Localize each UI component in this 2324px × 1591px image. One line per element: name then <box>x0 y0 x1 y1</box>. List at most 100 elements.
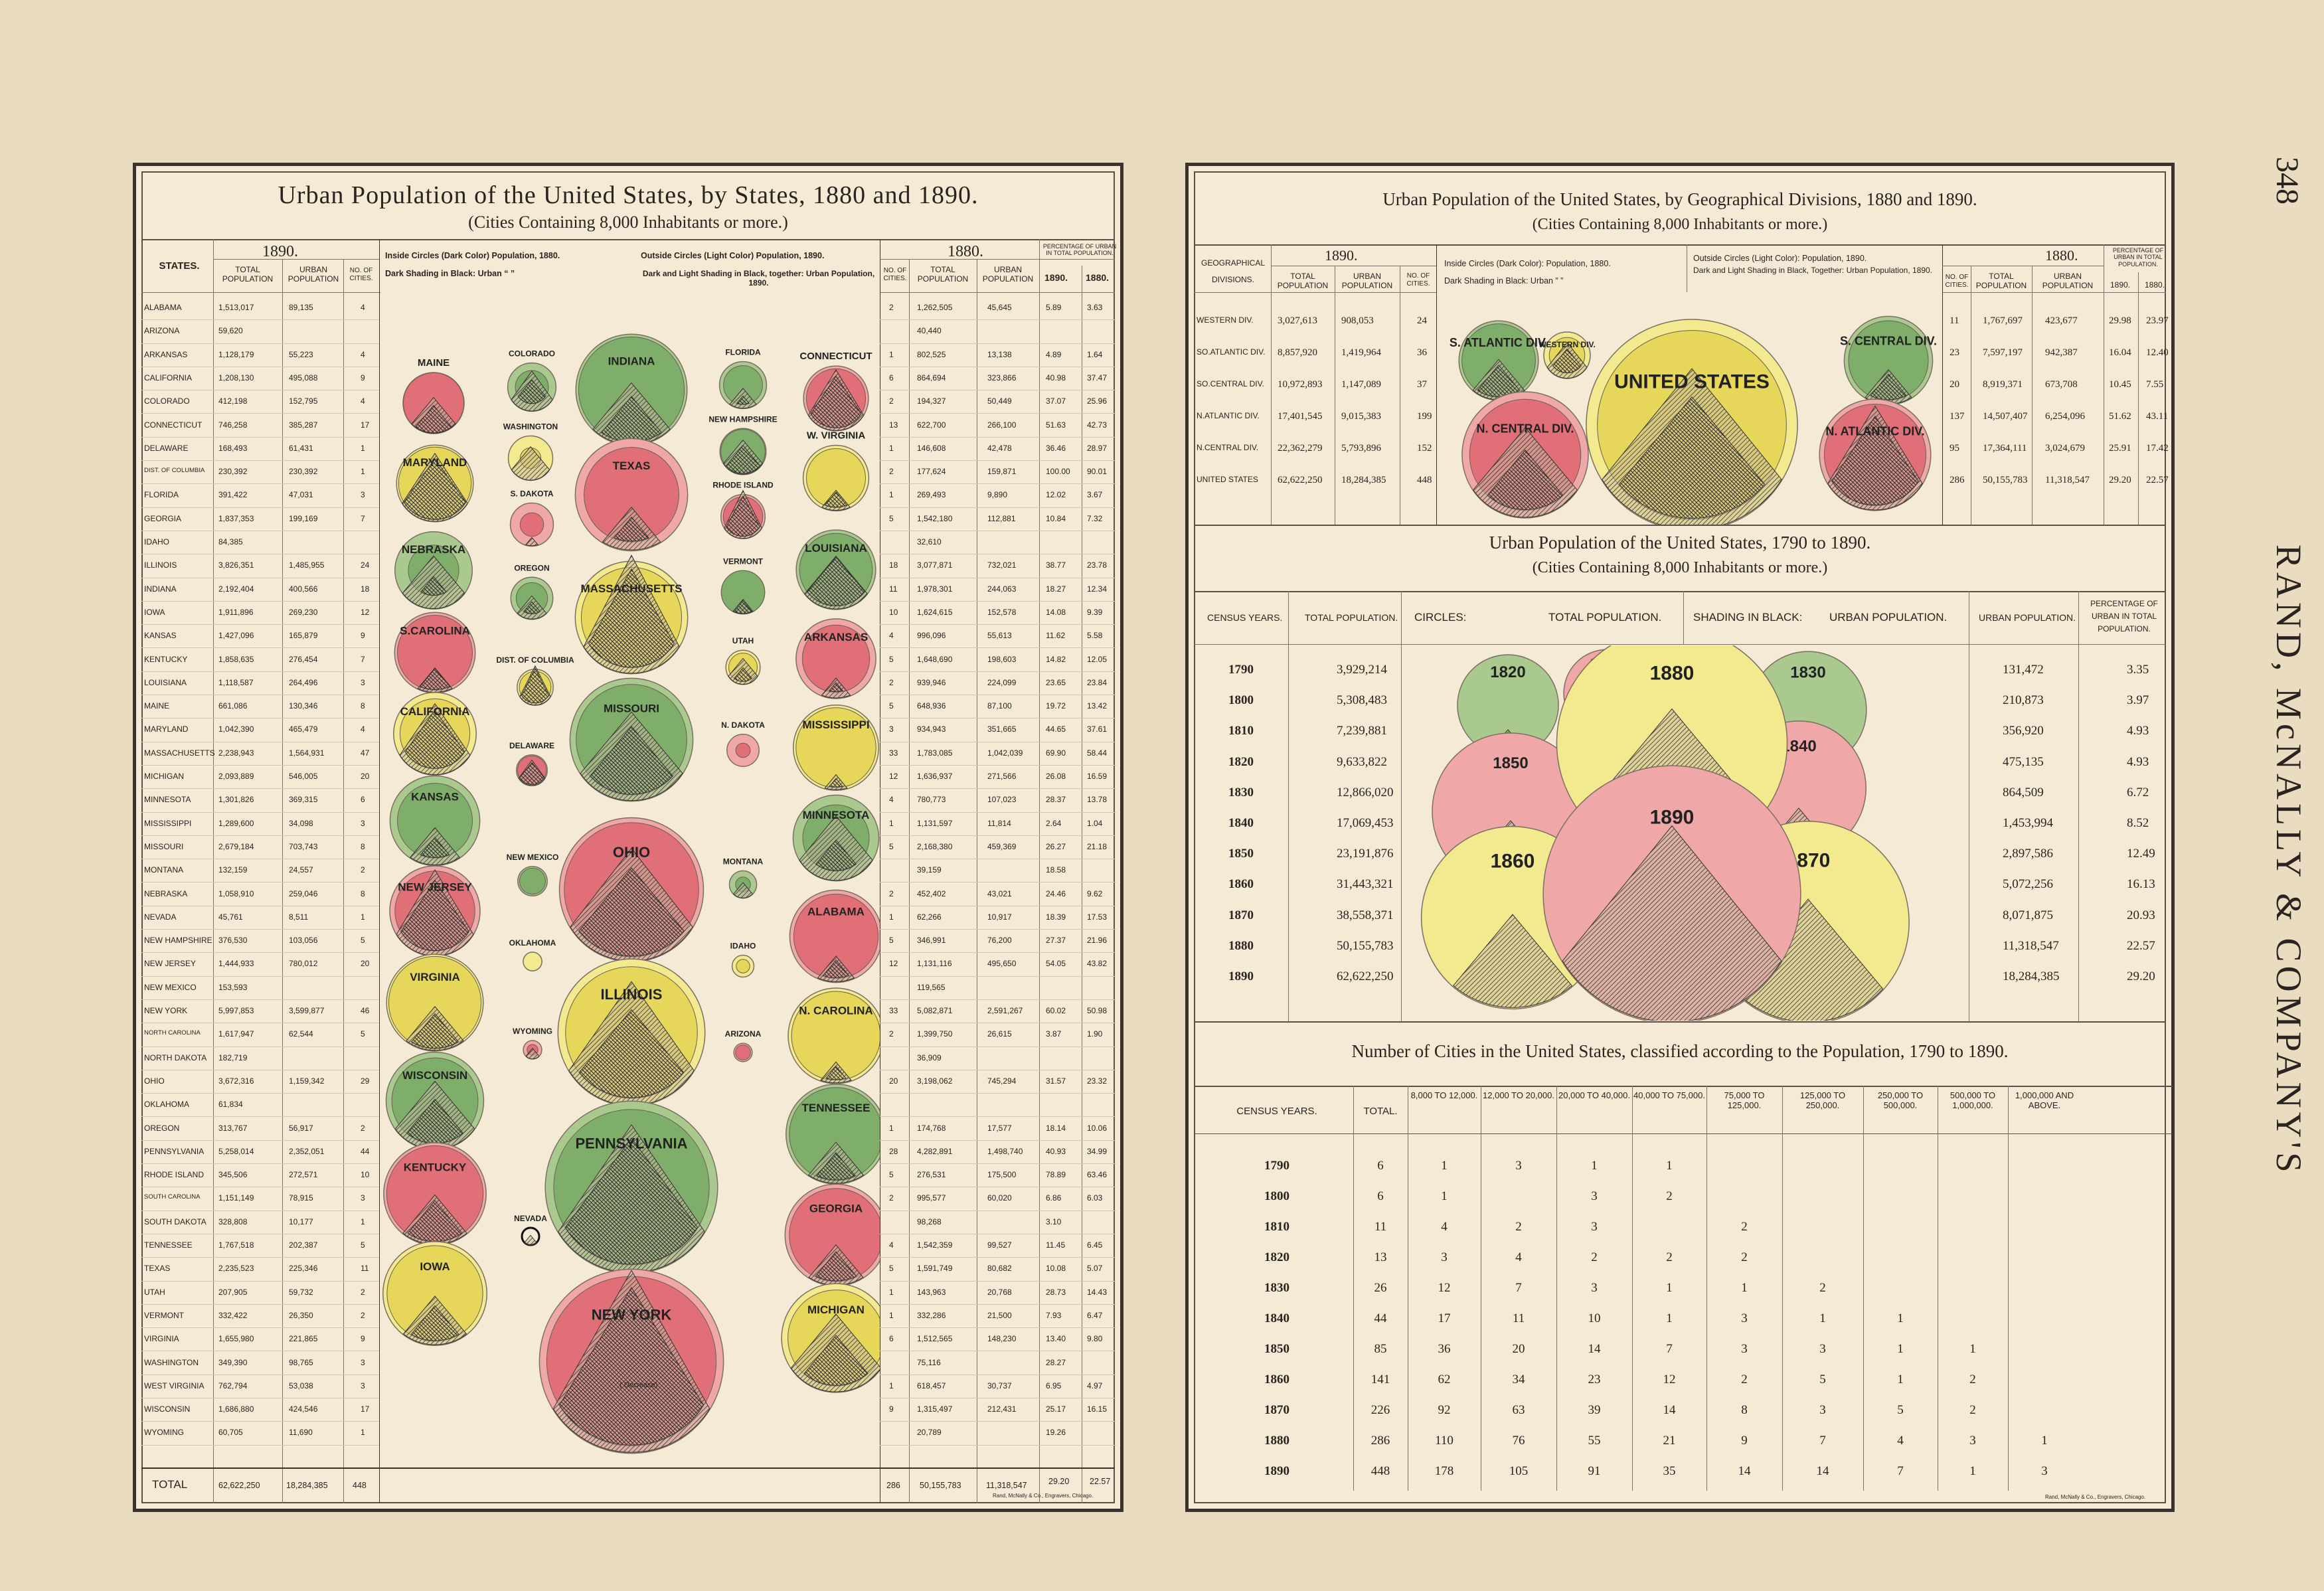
state-total-1880: 1,315,497 <box>917 1404 953 1414</box>
state-urban-1890: 546,005 <box>289 772 318 781</box>
circle-label: MINNESOTA <box>803 809 870 821</box>
table-row <box>141 648 379 672</box>
state-cities-1880: 1 <box>889 443 894 453</box>
geo-cities-1880: 95 <box>1950 443 1959 454</box>
state-total-1880: 346,991 <box>917 936 946 946</box>
state-cities-1880: 2 <box>889 677 894 687</box>
state-urban-1880: 99,527 <box>987 1240 1012 1250</box>
cities-year: 1800 <box>1264 1189 1289 1203</box>
cities-year: 1850 <box>1264 1342 1289 1356</box>
total-pct-1890: 29.20 <box>1048 1477 1070 1486</box>
left-sheet: Urban Population of the United States, b… <box>133 163 1123 1512</box>
state-urban-1890: 495,088 <box>289 373 318 382</box>
cities-year: 1830 <box>1264 1281 1289 1295</box>
circle-label: CONNECTICUT <box>799 351 872 362</box>
state-total-1890: 1,289,600 <box>218 818 254 828</box>
hist-circle-label: 1890 <box>1650 806 1695 828</box>
cities-count: 286 <box>1370 1434 1390 1448</box>
cities-count: 13 <box>1374 1250 1387 1264</box>
cities-count: 141 <box>1370 1373 1390 1386</box>
state-cities-1890: 4 <box>361 349 365 359</box>
circle-montana <box>728 870 758 899</box>
state-urban-1880: 20,768 <box>987 1287 1012 1297</box>
geo-urban-1880: 942,387 <box>2045 347 2078 358</box>
cities-year: 1880 <box>1264 1434 1289 1448</box>
state-urban-1880: 732,021 <box>987 560 1017 570</box>
table-row <box>141 1257 379 1282</box>
table-row <box>141 1375 379 1399</box>
state-name: ILLINOIS <box>144 560 177 570</box>
table-row <box>880 788 1116 813</box>
state-total-1880: 98,268 <box>917 1216 942 1226</box>
cities-count: 11 <box>1374 1220 1387 1234</box>
cities-count: 1 <box>1441 1159 1448 1173</box>
circle-label: CALIFORNIA <box>400 705 470 718</box>
states-circle-chart: MAINE MARYLAND NEBRASKA S.CAROLINA CALIFORNI… <box>382 333 880 1454</box>
state-pct-1890: 60.02 <box>1046 1006 1066 1015</box>
state-pct-1880: 1.90 <box>1087 1029 1103 1039</box>
geo-col-rule <box>1942 244 1943 525</box>
state-pct-1890: 26.08 <box>1046 772 1066 781</box>
cities-header: 1,000,000 AND ABOVE. <box>2015 1090 2074 1110</box>
circle-maine <box>402 372 465 434</box>
circle-colorado <box>507 362 557 412</box>
col-rule <box>343 259 344 1503</box>
state-urban-1890: 780,012 <box>289 959 318 969</box>
state-pct-1880: 6.47 <box>1087 1310 1103 1320</box>
state-urban-1890: 230,392 <box>289 467 318 477</box>
state-urban-1890: 53,038 <box>289 1381 313 1390</box>
state-cities-1890: 12 <box>361 607 370 617</box>
state-cities-1880: 2 <box>889 888 894 898</box>
cities-count: 1 <box>1969 1464 1976 1478</box>
cities-count: 1 <box>1897 1342 1904 1356</box>
state-pct-1890: 40.98 <box>1046 373 1066 382</box>
geo-pct-1880: 22.57 <box>2146 475 2169 485</box>
state-pct-1890: 38.77 <box>1046 560 1066 570</box>
geo-header-rule <box>1942 292 2166 293</box>
state-name: CALIFORNIA <box>144 373 193 382</box>
state-cities-1890: 47 <box>361 748 370 758</box>
state-urban-1890: 89,135 <box>289 303 313 312</box>
table-row <box>141 624 379 649</box>
state-urban-1880: 266,100 <box>987 420 1017 430</box>
cities-count: 36 <box>1438 1342 1451 1356</box>
state-pct-1890: 3.87 <box>1046 1029 1062 1039</box>
cities-count: 4 <box>1441 1220 1448 1234</box>
cities-header: 500,000 TO 1,000,000. <box>1950 1090 1996 1110</box>
state-cities-1890: 9 <box>361 1334 365 1344</box>
state-pct-1890: 51.63 <box>1046 420 1066 430</box>
hist-pct: 20.93 <box>2127 908 2155 922</box>
state-name: VERMONT <box>144 1310 184 1320</box>
state-cities-1890: 5 <box>361 1029 365 1039</box>
state-total-1880: 194,327 <box>917 396 946 406</box>
circle-label: NEW HAMPSHIRE <box>708 414 777 424</box>
hist-circle-label: 1850 <box>1493 754 1528 772</box>
state-total-1890: 5,997,853 <box>218 1006 254 1015</box>
circle-dist-of-columbia <box>517 665 554 706</box>
state-cities-1880: 1 <box>889 912 894 922</box>
geo-header-1880: 1880. <box>2045 247 2078 264</box>
state-cities-1880: 2 <box>889 1029 894 1039</box>
state-total-1880: 119,565 <box>917 982 946 992</box>
hist-urban: 475,135 <box>2003 754 2044 769</box>
state-name: WEST VIRGINIA <box>144 1381 205 1390</box>
cities-count: 3 <box>1591 1220 1598 1234</box>
state-pct-1880: 9.62 <box>1087 888 1103 898</box>
state-total-1890: 1,427,096 <box>218 631 254 641</box>
circle-w-virginia <box>802 444 870 512</box>
state-name: OKLAHOMA <box>144 1100 190 1110</box>
header-total-1880: TOTAL POPULATION <box>917 265 969 284</box>
hist-pct: 8.52 <box>2127 816 2149 830</box>
state-pct-1880: 90.01 <box>1087 467 1108 477</box>
state-total-1880: 40,440 <box>917 326 942 336</box>
cities-count: 1 <box>1666 1281 1673 1295</box>
state-cities-1890: 3 <box>361 1193 365 1203</box>
state-cities-1890: 1 <box>361 912 365 922</box>
circle-label: PENNSYLVANIA <box>575 1135 687 1152</box>
total-label: TOTAL <box>152 1478 188 1491</box>
geo-cities-1890: 37 <box>1417 379 1427 390</box>
header-cities-1880: NO. OF CITIES. <box>883 267 907 282</box>
cities-count: 3 <box>1969 1434 1976 1448</box>
hist-total: 3,929,214 <box>1337 663 1387 677</box>
state-name: ALABAMA <box>144 303 182 312</box>
